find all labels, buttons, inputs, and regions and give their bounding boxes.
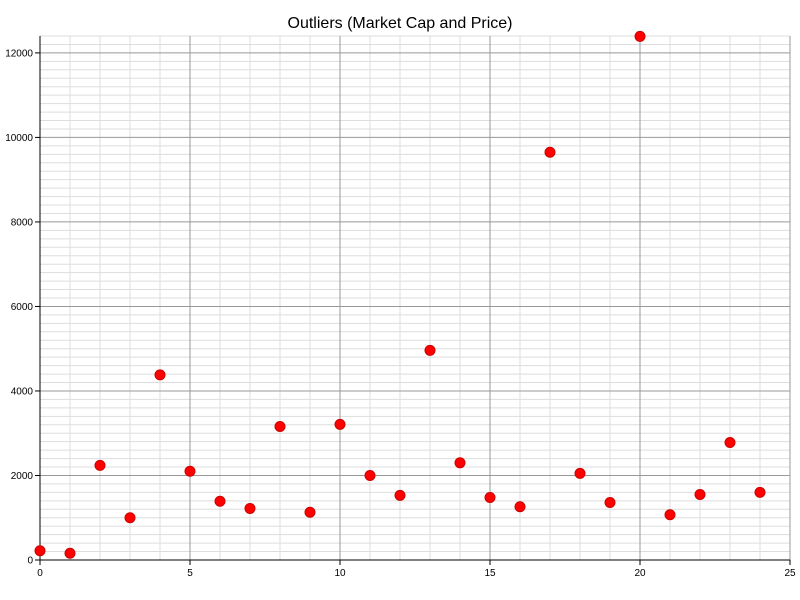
data-point xyxy=(514,501,526,513)
y-tick-label: 8000 xyxy=(11,217,34,228)
data-point xyxy=(544,146,556,158)
y-axis-ticks: 0 2000 4000 6000 8000 10000 12000 xyxy=(5,48,40,567)
x-tick-label: 15 xyxy=(484,568,496,579)
y-tick-label: 12000 xyxy=(5,48,33,59)
x-tick-label: 0 xyxy=(37,568,43,579)
data-point xyxy=(334,418,346,430)
minor-grid xyxy=(40,35,790,560)
data-point xyxy=(754,486,766,498)
data-point xyxy=(184,465,196,477)
data-point xyxy=(664,509,676,521)
data-point xyxy=(34,545,46,557)
x-axis-ticks: 0 5 10 15 20 25 xyxy=(37,560,796,579)
x-tick-label: 20 xyxy=(634,568,646,579)
data-point xyxy=(94,459,106,471)
data-point xyxy=(724,437,736,449)
data-point xyxy=(454,457,466,469)
y-tick-label: 6000 xyxy=(11,302,34,313)
x-tick-label: 5 xyxy=(187,568,193,579)
data-point xyxy=(574,467,586,479)
y-tick-label: 0 xyxy=(27,556,33,567)
data-point xyxy=(304,506,316,518)
data-point xyxy=(484,491,496,503)
data-points xyxy=(34,30,766,559)
data-point xyxy=(274,420,286,432)
data-point xyxy=(694,489,706,500)
y-tick-label: 2000 xyxy=(11,471,34,482)
x-tick-label: 10 xyxy=(334,568,346,579)
data-point xyxy=(424,344,436,356)
data-point xyxy=(214,495,226,507)
y-tick-label: 4000 xyxy=(11,386,34,397)
data-point xyxy=(64,547,76,559)
data-point xyxy=(154,369,166,381)
data-point xyxy=(244,502,256,514)
data-point xyxy=(604,497,616,509)
y-tick-label: 10000 xyxy=(5,133,33,144)
data-point xyxy=(364,469,376,481)
chart-title: Outliers (Market Cap and Price) xyxy=(288,15,513,32)
x-tick-label: 25 xyxy=(784,568,796,579)
data-point xyxy=(634,30,646,42)
axes xyxy=(39,36,790,561)
data-point xyxy=(394,489,406,501)
data-point xyxy=(124,512,136,524)
